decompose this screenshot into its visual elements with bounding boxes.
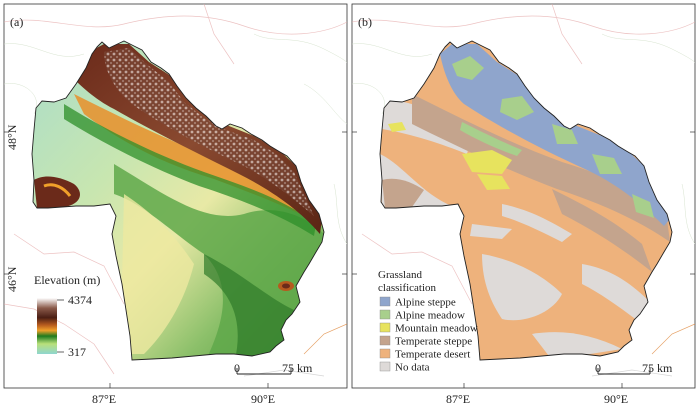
elevation-legend-title: Elevation (m) — [34, 273, 100, 287]
grassland-legend-title-1: Grassland — [378, 269, 422, 281]
x-tick-a-87: 87°E — [92, 392, 116, 406]
elevation-legend: Elevation (m) 4374 317 — [34, 273, 100, 359]
x-tick-b-90: 90°E — [604, 392, 628, 406]
panel-label-b: (b) — [358, 15, 372, 29]
x-tick-b-87: 87°E — [446, 392, 470, 406]
panel-label-a: (a) — [10, 15, 23, 29]
legend-swatch-0 — [379, 296, 391, 307]
legend-swatch-1 — [379, 309, 391, 320]
elevation-color-ramp — [37, 298, 57, 354]
legend-swatch-4 — [379, 348, 391, 359]
grassland-legend-title-2: classification — [378, 282, 437, 294]
y-tick-a-48: 48°N — [5, 124, 19, 150]
legend-swatch-5 — [379, 361, 391, 372]
elevation-min-label: 317 — [68, 345, 86, 359]
panel-b-axes — [352, 131, 695, 388]
elevation-raster — [32, 41, 324, 360]
legend-label-5: No data — [395, 362, 430, 374]
legend-label-3: Temperate steppe — [395, 336, 472, 348]
scale-bar-b-end: 75 km — [642, 361, 673, 375]
panel-a-axes — [4, 131, 347, 388]
scale-bar-a: 0 75 km — [234, 361, 313, 375]
scale-bar-a-end: 75 km — [282, 361, 313, 375]
legend-swatch-3 — [379, 335, 391, 346]
panel-b: (b) Grassland classification Alpine step… — [351, 3, 696, 389]
scale-bar-b: 0 75 km — [595, 361, 673, 375]
scale-bar-b-zero: 0 — [595, 361, 601, 375]
panel-a-topo — [4, 33, 347, 245]
grassland-legend: Grassland classification Alpine steppeAl… — [378, 269, 478, 374]
y-tick-a-46: 46°N — [5, 266, 19, 292]
legend-swatch-2 — [379, 322, 391, 333]
legend-label-1: Alpine meadow — [395, 310, 465, 322]
legend-label-0: Alpine steppe — [395, 297, 456, 309]
panel-b-basemap — [352, 4, 695, 377]
elevation-max-label: 4374 — [68, 293, 92, 307]
legend-label-4: Temperate desert — [395, 349, 470, 361]
panel-a-basemap — [4, 4, 347, 377]
x-tick-a-90: 90°E — [251, 392, 275, 406]
panel-a: (a) Elevation (m) 4374 317 0 75 km — [3, 3, 348, 389]
scale-bar-a-zero: 0 — [234, 361, 240, 375]
legend-label-2: Mountain meadow — [395, 323, 478, 335]
